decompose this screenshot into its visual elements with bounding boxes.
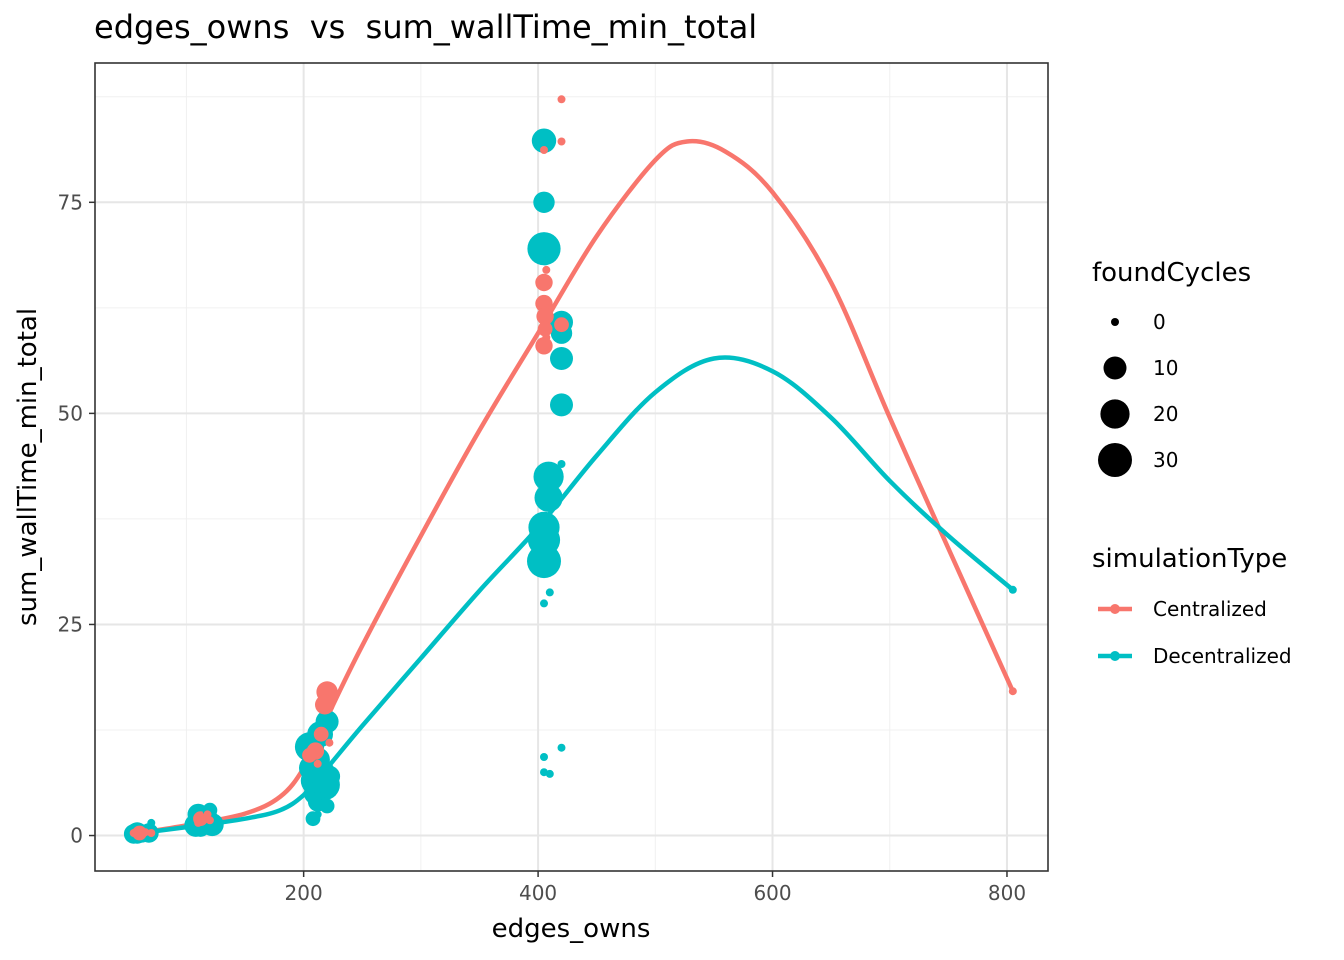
y-tick-label: 25: [58, 612, 83, 636]
point-centralized: [536, 307, 554, 325]
y-axis-title: sum_wallTime_min_total: [13, 308, 43, 626]
point-centralized: [554, 317, 569, 333]
grid-lines: [95, 63, 1048, 871]
size-legend-key: [1111, 318, 1119, 326]
point-decentralized: [533, 191, 555, 213]
point-decentralized: [1008, 585, 1017, 594]
point-decentralized: [557, 743, 566, 752]
color-legend-label: Centralized: [1153, 597, 1267, 621]
point-centralized: [557, 137, 566, 146]
y-tick-label: 75: [58, 190, 83, 214]
point-decentralized: [528, 511, 560, 543]
point-decentralized: [545, 769, 554, 778]
point-centralized: [542, 333, 551, 342]
point-centralized: [540, 146, 548, 154]
point-centralized: [147, 829, 156, 837]
point-decentralized: [541, 257, 550, 266]
color-legend-label: Decentralized: [1153, 644, 1292, 668]
x-axis-ticks: 200 400 600 800: [285, 871, 1026, 905]
point-centralized: [302, 747, 317, 763]
point-decentralized: [531, 128, 557, 153]
size-legend-key: [1098, 443, 1132, 477]
chart-title: edges_owns vs sum_wallTime_min_total: [94, 8, 758, 46]
point-centralized: [1008, 687, 1017, 696]
y-axis-ticks: 0 25 50 75: [58, 190, 95, 848]
size-legend-label: 10: [1153, 356, 1178, 380]
point-decentralized: [557, 460, 566, 468]
color-legend-items: Centralized Decentralized: [1098, 597, 1292, 668]
x-tick-label: 600: [753, 881, 791, 905]
point-centralized: [313, 726, 329, 742]
point-decentralized: [313, 810, 322, 819]
point-decentralized: [550, 347, 573, 370]
point-centralized: [535, 337, 553, 355]
y-tick-label: 0: [70, 824, 83, 848]
point-decentralized: [545, 588, 554, 597]
color-legend-title: simulationType: [1092, 544, 1287, 574]
point-centralized: [537, 321, 553, 337]
size-legend-items: 0 10 20 30: [1098, 310, 1178, 477]
point-decentralized: [147, 818, 156, 827]
point-centralized: [535, 273, 553, 292]
smooth-line-centralized: [131, 138, 1016, 837]
size-legend-label: 20: [1153, 402, 1178, 426]
point-centralized: [194, 818, 203, 827]
size-legend-title: foundCycles: [1092, 258, 1251, 288]
size-legend: foundCycles 0 10 20 30: [1092, 258, 1251, 477]
point-decentralized: [540, 599, 548, 608]
point-decentralized: [527, 232, 561, 266]
size-legend-key: [1100, 399, 1130, 429]
point-centralized: [325, 738, 334, 747]
y-tick-label: 50: [58, 401, 83, 425]
point-decentralized: [533, 461, 564, 492]
size-legend-key: [1103, 356, 1127, 380]
data-points: [123, 95, 1017, 844]
point-centralized: [129, 829, 138, 837]
x-tick-label: 400: [519, 881, 557, 905]
point-centralized: [313, 759, 322, 768]
x-tick-label: 800: [988, 881, 1026, 905]
point-centralized: [557, 95, 566, 104]
size-legend-label: 30: [1153, 448, 1178, 472]
color-legend: simulationType Centralized Decentralized: [1092, 544, 1292, 668]
point-centralized: [535, 294, 553, 313]
point-centralized: [205, 816, 214, 825]
point-centralized: [542, 265, 551, 274]
point-decentralized: [540, 753, 548, 761]
size-legend-label: 0: [1153, 310, 1166, 334]
plot-border: [94, 62, 1049, 872]
color-legend-dot: [1110, 651, 1120, 661]
point-decentralized: [320, 797, 329, 806]
point-decentralized: [318, 765, 341, 788]
plot-panel: [95, 63, 1048, 871]
point-centralized: [141, 828, 150, 837]
point-decentralized: [534, 483, 563, 512]
point-decentralized: [550, 393, 573, 417]
color-legend-dot: [1110, 604, 1120, 614]
point-centralized: [315, 694, 335, 715]
x-axis-title: edges_owns: [492, 914, 651, 944]
x-tick-label: 200: [285, 881, 323, 905]
